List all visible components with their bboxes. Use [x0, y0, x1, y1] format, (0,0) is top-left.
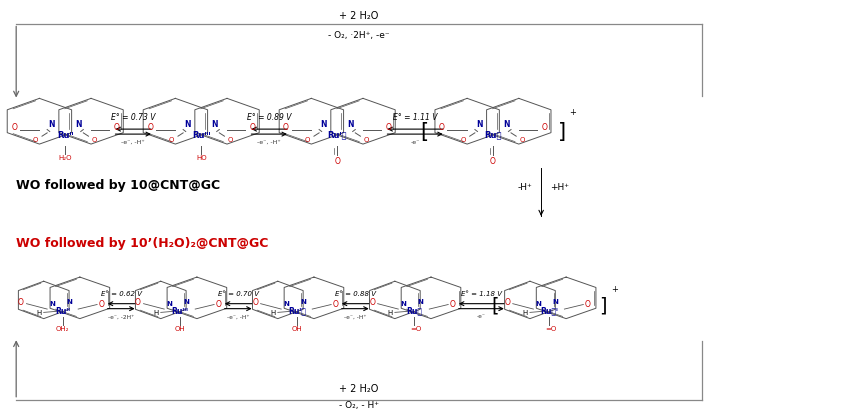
Text: H: H	[36, 310, 41, 316]
Text: Ruᴵᵬ: Ruᴵᵬ	[288, 306, 306, 316]
Text: O: O	[11, 123, 17, 132]
Text: O: O	[18, 298, 24, 307]
Text: N: N	[476, 120, 482, 129]
Text: O: O	[585, 299, 591, 309]
Text: O: O	[519, 136, 524, 143]
Text: E° = 0.73 V: E° = 0.73 V	[111, 113, 155, 123]
Text: Ruᵬ: Ruᵬ	[406, 306, 421, 316]
Text: -e⁻, -H⁺: -e⁻, -H⁺	[344, 314, 366, 319]
Text: N: N	[347, 120, 354, 129]
Text: O: O	[449, 299, 455, 309]
Text: =O: =O	[410, 326, 421, 332]
Text: -e⁻, -H⁺: -e⁻, -H⁺	[121, 140, 145, 145]
Text: ]: ]	[557, 122, 565, 142]
Text: N: N	[66, 299, 72, 305]
Text: N: N	[283, 301, 289, 307]
Text: E° = 0.88 V: E° = 0.88 V	[334, 291, 375, 297]
Text: O: O	[438, 123, 444, 132]
Text: N: N	[48, 120, 55, 129]
Text: E° = 1.11 V: E° = 1.11 V	[393, 113, 437, 123]
Text: ]: ]	[598, 296, 606, 316]
Text: O: O	[135, 298, 141, 307]
Text: O: O	[489, 156, 495, 166]
Text: N: N	[503, 120, 509, 129]
Text: Ruᵬ: Ruᵬ	[484, 131, 501, 140]
Text: + 2 H₂O: + 2 H₂O	[339, 384, 378, 394]
Text: - O₂, - H⁺: - O₂, - H⁺	[338, 401, 379, 410]
Text: -e⁻, -H⁺: -e⁻, -H⁺	[226, 314, 249, 319]
Text: E° = 1.18 V: E° = 1.18 V	[461, 291, 501, 297]
Text: -e⁻: -e⁻	[476, 314, 486, 319]
Text: O: O	[385, 123, 391, 132]
Text: Ruᴵᴵᴵ: Ruᴵᴵᴵ	[192, 131, 210, 140]
Text: O: O	[282, 123, 288, 132]
Text: HO: HO	[195, 155, 207, 161]
Text: N: N	[166, 301, 172, 307]
Text: O: O	[334, 156, 340, 166]
Text: O: O	[249, 123, 255, 132]
Text: =O: =O	[544, 326, 555, 332]
Text: O: O	[114, 123, 119, 132]
Text: +: +	[569, 108, 576, 118]
Text: N: N	[211, 120, 218, 129]
Text: O: O	[504, 298, 510, 307]
Text: Ruᴵᴵ: Ruᴵᴵ	[57, 131, 73, 140]
Text: N: N	[320, 120, 326, 129]
Text: -H⁺: -H⁺	[517, 183, 532, 192]
Text: O: O	[541, 123, 547, 132]
Text: E° = 0.89 V: E° = 0.89 V	[246, 113, 291, 123]
Text: N: N	[75, 120, 82, 129]
Text: -e⁻, -2H⁺: -e⁻, -2H⁺	[108, 314, 134, 319]
Text: N: N	[400, 301, 406, 307]
Text: Ruᴵᴵ: Ruᴵᴵ	[55, 306, 70, 316]
Text: +: +	[610, 285, 617, 294]
Text: OH: OH	[174, 326, 185, 332]
Text: O: O	[99, 299, 104, 309]
Text: N: N	[300, 299, 307, 305]
Text: Ruᴵᴵᴵ: Ruᴵᴵᴵ	[171, 306, 188, 316]
Text: N: N	[552, 299, 558, 305]
Text: N: N	[49, 301, 55, 307]
Text: Ruᵬᴵ: Ruᵬᴵ	[539, 306, 557, 316]
Text: O: O	[460, 136, 466, 143]
Text: O: O	[252, 298, 257, 307]
Text: H: H	[269, 310, 275, 316]
Text: O: O	[33, 136, 39, 143]
Text: [: [	[419, 122, 428, 142]
Text: N: N	[535, 301, 541, 307]
Text: -e⁻: -e⁻	[410, 140, 419, 145]
Text: O: O	[332, 299, 338, 309]
Text: OH: OH	[291, 326, 301, 332]
Text: O: O	[305, 136, 310, 143]
Text: - O₂, ·2H⁺, -e⁻: - O₂, ·2H⁺, -e⁻	[328, 31, 389, 40]
Text: +H⁺: +H⁺	[549, 183, 568, 192]
Text: N: N	[184, 120, 191, 129]
Text: O: O	[369, 298, 375, 307]
Text: O: O	[92, 136, 97, 143]
Text: O: O	[228, 136, 233, 143]
Text: N: N	[183, 299, 189, 305]
Text: O: O	[169, 136, 174, 143]
Text: H: H	[522, 310, 527, 316]
Text: H: H	[152, 310, 158, 316]
Text: H₂O: H₂O	[59, 155, 72, 161]
Text: [: [	[491, 296, 498, 316]
Text: Ruᴵᵬ: Ruᴵᵬ	[327, 131, 346, 140]
Text: OH₂: OH₂	[56, 326, 70, 332]
Text: WO followed by 10@CNT@GC: WO followed by 10@CNT@GC	[16, 179, 220, 192]
Text: -e⁻, -H⁺: -e⁻, -H⁺	[257, 140, 281, 145]
Text: N: N	[418, 299, 423, 305]
Text: O: O	[147, 123, 153, 132]
Text: E° = 0.70 V: E° = 0.70 V	[218, 291, 258, 297]
Text: O: O	[215, 299, 221, 309]
Text: H: H	[387, 310, 392, 316]
Text: + 2 H₂O: + 2 H₂O	[339, 11, 378, 21]
Text: E° = 0.62 V: E° = 0.62 V	[101, 291, 141, 297]
Text: WO followed by 10’(H₂O)₂@CNT@GC: WO followed by 10’(H₂O)₂@CNT@GC	[16, 237, 269, 250]
Text: O: O	[363, 136, 369, 143]
